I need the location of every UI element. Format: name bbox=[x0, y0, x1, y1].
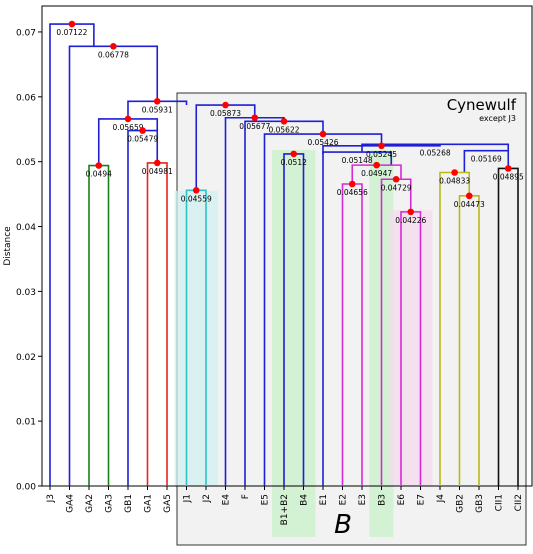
leaf-label: F bbox=[241, 494, 251, 499]
merge-distance-label: 0.0512 bbox=[281, 158, 307, 167]
merge-node bbox=[95, 162, 103, 169]
band-e6-e7 bbox=[389, 210, 433, 486]
merge-node bbox=[465, 192, 473, 200]
merge-node bbox=[110, 43, 117, 50]
merge-distance-label: 0.04656 bbox=[337, 188, 368, 197]
band-b1b2-b4 bbox=[272, 150, 316, 537]
merge-distance-label: 0.04947 bbox=[361, 169, 392, 178]
merge-distance-label: 0.05148 bbox=[342, 156, 373, 165]
merge-distance-label: 0.05479 bbox=[127, 135, 158, 144]
y-tick-label: 0.05 bbox=[16, 158, 36, 168]
merge-node bbox=[251, 114, 259, 122]
merge-distance-label: 0.04729 bbox=[381, 183, 412, 192]
leaf-label: GB3 bbox=[475, 494, 485, 513]
y-tick-label: 0.04 bbox=[16, 223, 36, 233]
leaf-label: E4 bbox=[222, 494, 232, 506]
merge-node bbox=[451, 169, 458, 176]
y-tick-label: 0.02 bbox=[16, 353, 36, 363]
y-tick-label: 0.03 bbox=[16, 288, 36, 298]
dendrogram-link bbox=[146, 162, 168, 486]
leaf-label: E6 bbox=[397, 494, 407, 506]
y-tick-label: 0.07 bbox=[16, 28, 36, 38]
leaf-label: GA5 bbox=[163, 494, 173, 513]
leaf-label: CII2 bbox=[514, 494, 524, 511]
leaf-label: E7 bbox=[417, 494, 427, 505]
leaf-label: GB2 bbox=[456, 494, 466, 513]
merge-distance-label: 0.04226 bbox=[395, 216, 426, 225]
merge-node bbox=[378, 142, 385, 150]
leaf-label: J3 bbox=[46, 494, 56, 503]
merge-node bbox=[504, 165, 512, 172]
merge-node bbox=[392, 175, 400, 183]
leaf-label: GA2 bbox=[85, 494, 95, 513]
merge-distance-label: 0.05931 bbox=[142, 105, 173, 114]
y-axis-label: Distance bbox=[3, 226, 13, 266]
merge-distance-label: 0.05169 bbox=[471, 155, 502, 164]
dendrogram-link bbox=[463, 149, 510, 173]
band-j1-j2 bbox=[174, 190, 218, 486]
leaf-label: E5 bbox=[261, 494, 271, 505]
merge-node bbox=[153, 97, 161, 105]
leaf-label: CII1 bbox=[495, 494, 505, 511]
leaf-label: J4 bbox=[436, 494, 446, 504]
merge-node bbox=[68, 20, 76, 28]
merge-node bbox=[124, 115, 132, 123]
leaf-label: E1 bbox=[319, 494, 329, 505]
merge-distance-label: 0.04833 bbox=[439, 177, 470, 186]
merge-distance-label: 0.07122 bbox=[56, 28, 87, 37]
merge-distance-label: 0.06778 bbox=[98, 50, 129, 59]
merge-node bbox=[153, 159, 161, 167]
merge-distance-label: 0.05426 bbox=[307, 138, 338, 147]
leaf-label: GA4 bbox=[66, 494, 76, 513]
y-tick-label: 0.06 bbox=[16, 93, 36, 103]
merge-node bbox=[139, 127, 146, 134]
merge-distance-label: 0.05873 bbox=[210, 109, 241, 118]
merge-distance-label: 0.0494 bbox=[86, 170, 112, 179]
merge-distance-label: 0.05245 bbox=[366, 150, 397, 159]
merge-distance-label: 0.04981 bbox=[142, 167, 173, 176]
merge-distance-label: 0.04559 bbox=[181, 194, 212, 203]
plot-frame bbox=[41, 5, 533, 487]
region-title: Cynewulf bbox=[447, 96, 517, 114]
leaf-label: GB1 bbox=[124, 494, 134, 513]
merge-node bbox=[348, 180, 356, 188]
merge-node bbox=[407, 208, 415, 216]
merge-distance-label: 0.05622 bbox=[268, 125, 299, 134]
merge-node bbox=[280, 118, 288, 125]
merge-distance-label: 0.05659 bbox=[112, 123, 143, 132]
merge-distance-label: 0.04895 bbox=[493, 172, 524, 181]
merge-node bbox=[319, 130, 327, 138]
dendrogram-link bbox=[88, 164, 110, 486]
leaf-label: GA3 bbox=[105, 494, 115, 513]
leaf-label: B4 bbox=[300, 494, 310, 506]
dendrogram-link bbox=[361, 143, 510, 153]
region-subtitle: except J3 bbox=[479, 114, 516, 123]
merge-node bbox=[222, 101, 229, 109]
dendrogram-link bbox=[127, 129, 159, 486]
dendrogram-link bbox=[49, 23, 95, 486]
merge-distance-label: 0.05268 bbox=[420, 148, 451, 157]
leaf-label: E3 bbox=[358, 494, 368, 505]
y-tick-label: 0.00 bbox=[16, 483, 36, 493]
merge-node bbox=[290, 150, 298, 158]
leaf-label: J1 bbox=[183, 494, 193, 503]
merge-distance-label: 0.05677 bbox=[239, 122, 270, 131]
merge-node bbox=[373, 161, 380, 169]
leaf-label: J2 bbox=[202, 494, 212, 503]
y-tick-label: 0.01 bbox=[16, 418, 36, 428]
leaf-label: B1+B2 bbox=[280, 494, 290, 525]
leaf-label: GA1 bbox=[144, 494, 154, 513]
merge-node bbox=[192, 186, 200, 194]
group-b-label: B bbox=[334, 510, 352, 540]
dendrogram-link bbox=[322, 151, 393, 486]
leaf-label: E2 bbox=[339, 494, 349, 505]
merge-distance-label: 0.04473 bbox=[454, 200, 485, 209]
leaf-label: B3 bbox=[378, 494, 388, 506]
